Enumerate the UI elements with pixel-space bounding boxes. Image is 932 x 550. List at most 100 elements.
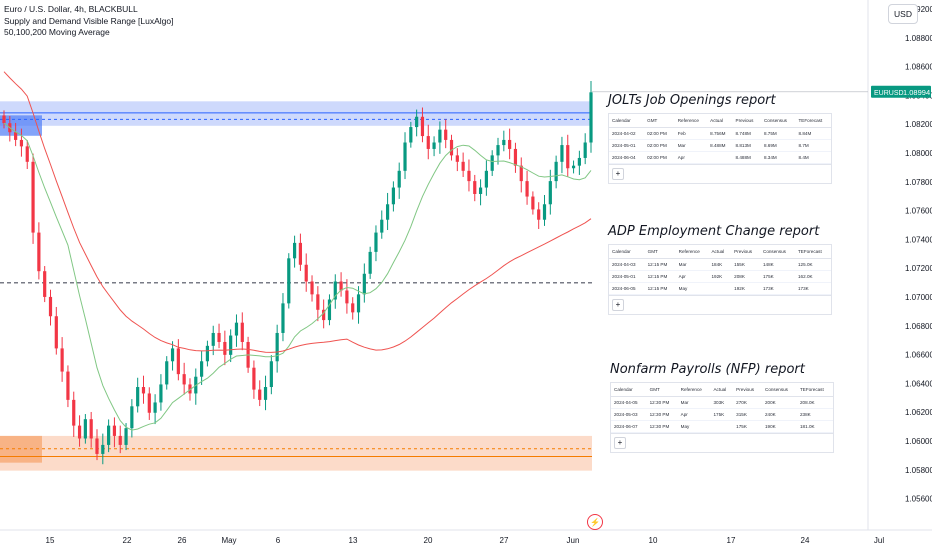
add-row-button[interactable]: + bbox=[612, 299, 624, 311]
price-tick-label: 1.07200 bbox=[905, 264, 932, 273]
ma50-line bbox=[3, 122, 592, 431]
table-cell: 208K bbox=[731, 270, 760, 283]
price-tick-label: 1.08800 bbox=[905, 34, 932, 43]
candle-body bbox=[176, 348, 180, 375]
candle-body bbox=[322, 309, 326, 321]
candle-body bbox=[449, 139, 454, 156]
symbol-title[interactable]: Euro / U.S. Dollar, 4h, BLACKBULL bbox=[4, 4, 138, 14]
table-header-row: Calendar GMT Reference Actual Previous C… bbox=[609, 114, 831, 128]
candle-body bbox=[374, 232, 378, 252]
table-cell: 8.69M bbox=[760, 139, 796, 152]
candle-body bbox=[432, 142, 436, 149]
candle-body bbox=[490, 155, 494, 171]
price-tick-label: 1.08600 bbox=[905, 63, 932, 72]
indicator-supply-demand[interactable]: Supply and Demand Visible Range [LuxAlgo… bbox=[4, 15, 174, 26]
candle-body bbox=[124, 428, 128, 445]
adp-report: ADP Employment Change report Calendar GM… bbox=[608, 224, 832, 315]
table-cell: 2024-05-01 bbox=[609, 270, 645, 283]
price-tick-label: 1.06400 bbox=[905, 379, 932, 388]
candle-body bbox=[345, 290, 349, 304]
candle-body bbox=[537, 209, 541, 220]
candle-body bbox=[415, 116, 419, 128]
table-cell: 173K bbox=[795, 282, 831, 295]
table-cell: 2024-04-02 bbox=[609, 127, 645, 140]
candle-body bbox=[200, 361, 204, 377]
candle-body bbox=[426, 136, 430, 149]
candle-body bbox=[275, 332, 279, 362]
indicator-moving-average[interactable]: 50,100,200 Moving Average bbox=[4, 27, 110, 37]
col-header: Previous bbox=[733, 383, 762, 397]
table-cell: 175K bbox=[710, 408, 734, 421]
candle-body bbox=[66, 371, 70, 400]
table-cell: 2024-05-03 bbox=[611, 408, 647, 421]
price-tick-label: 1.07400 bbox=[905, 235, 932, 244]
table-cell: 173K bbox=[760, 282, 795, 295]
table-row: 2024-06-05 12:15 PM May 192K 173K 173K bbox=[609, 282, 831, 295]
col-header: Calendar bbox=[611, 383, 647, 397]
report-table: Calendar GMT Reference Actual Previous C… bbox=[610, 382, 834, 453]
table-row: 2024-06-07 12:30 PM May 175K 190K 181.0K bbox=[611, 420, 833, 433]
candle-body bbox=[362, 273, 366, 295]
report-title: JOLTs Job Openings report bbox=[608, 93, 776, 108]
candle-body bbox=[101, 444, 105, 454]
candle-body bbox=[43, 271, 47, 297]
table-cell: 270K bbox=[733, 396, 762, 409]
price-tick-label: 1.06800 bbox=[905, 322, 932, 331]
time-tick-label: May bbox=[221, 536, 236, 545]
supply-zone bbox=[0, 101, 592, 126]
table-cell bbox=[708, 282, 732, 295]
price-tick-label: 1.07800 bbox=[905, 178, 932, 187]
table-row: 2024-06-04 02:00 PM Apr 8.488M 8.34M 8.4M bbox=[609, 151, 831, 164]
candle-body bbox=[31, 161, 35, 233]
tradingview-logo-icon[interactable]: ⚡ bbox=[587, 514, 603, 530]
candle-body bbox=[548, 181, 552, 205]
table-header-row: Calendar GMT Reference Actual Previous C… bbox=[609, 245, 831, 259]
candle-body bbox=[141, 387, 146, 394]
table-footer: + bbox=[609, 295, 831, 314]
table-cell: 12:30 PM bbox=[646, 420, 678, 433]
table-row: 2024-05-01 02:00 PM Mar 8.488M 8.813M 8.69M 8.… bbox=[609, 139, 831, 152]
candle-body bbox=[351, 303, 355, 313]
candle-body bbox=[467, 170, 471, 182]
candle-body bbox=[19, 139, 24, 147]
candle-body bbox=[72, 399, 76, 426]
table-cell: 12:15 PM bbox=[644, 270, 676, 283]
candle-body bbox=[107, 425, 111, 445]
table-cell: 8.813M bbox=[732, 139, 761, 152]
col-header: GMT bbox=[644, 114, 675, 128]
candle-body bbox=[508, 139, 512, 149]
table-cell: Apr bbox=[677, 408, 711, 421]
table-footer: + bbox=[609, 164, 831, 183]
candle-body bbox=[298, 242, 303, 265]
col-header: Calendar bbox=[609, 245, 645, 259]
candle-body bbox=[37, 232, 41, 272]
candle-body bbox=[403, 142, 407, 171]
table-cell bbox=[707, 151, 733, 164]
price-tick-label: 1.08000 bbox=[905, 149, 932, 158]
add-row-button[interactable]: + bbox=[612, 168, 624, 180]
table-row: 2024-04-02 02:00 PM Feb 8.756M 8.748M 8.75M 8.… bbox=[609, 127, 831, 140]
candle-body bbox=[397, 170, 401, 188]
candle-body bbox=[380, 219, 384, 233]
table-cell: 192K bbox=[731, 282, 760, 295]
candle-body bbox=[385, 204, 390, 220]
candle-body bbox=[560, 145, 564, 162]
table-cell: 200K bbox=[762, 396, 797, 409]
table-cell: 2024-05-01 bbox=[609, 139, 645, 152]
report-title: ADP Employment Change report bbox=[608, 224, 820, 239]
add-row-button[interactable]: + bbox=[614, 437, 626, 449]
candle-body bbox=[571, 165, 576, 169]
candle-body bbox=[229, 335, 233, 355]
currency-button[interactable]: USD bbox=[888, 4, 918, 24]
candle-body bbox=[252, 367, 256, 390]
candle-body bbox=[519, 165, 523, 182]
candle-body bbox=[554, 161, 558, 182]
candle-body bbox=[455, 155, 459, 162]
report-table: Calendar GMT Reference Actual Previous C… bbox=[608, 113, 832, 184]
candle-body bbox=[170, 348, 175, 362]
price-tick-label: 1.07600 bbox=[905, 207, 932, 216]
candle-body bbox=[89, 419, 93, 439]
candle-body bbox=[147, 393, 151, 413]
candle-body bbox=[223, 341, 227, 355]
